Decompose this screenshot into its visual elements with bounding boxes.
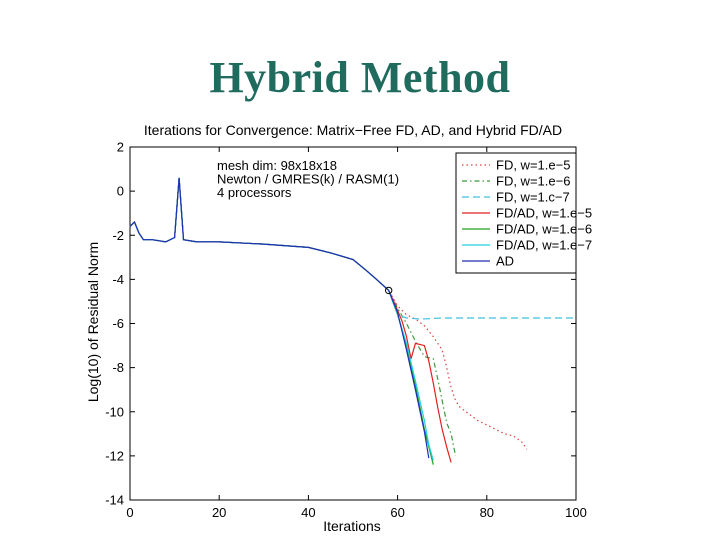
series-line xyxy=(129,177,457,457)
legend: FD, w=1.e−5FD, w=1.e−6FD, w=1.c−7FD/AD, … xyxy=(455,152,592,274)
y-tick-label: -2 xyxy=(112,228,124,243)
legend-label: FD, w=1.c−7 xyxy=(496,190,570,205)
y-tick-label: -12 xyxy=(105,448,124,463)
x-tick-label: 40 xyxy=(301,505,315,520)
annotation-text: Newton / GMRES(k) / RASM(1) xyxy=(217,172,399,187)
legend-label: FD/AD, w=1.e−7 xyxy=(496,238,592,253)
legend-label: FD/AD, w=1.e−5 xyxy=(496,206,592,221)
y-tick-label: -4 xyxy=(112,272,124,287)
series-line xyxy=(129,177,430,459)
x-tick-label: 20 xyxy=(212,505,226,520)
x-tick-label: 100 xyxy=(565,505,587,520)
annotation-text: mesh dim: 98x18x18 xyxy=(217,158,337,173)
legend-label: FD/AD, w=1.e−6 xyxy=(496,222,592,237)
y-tick-label: 0 xyxy=(117,184,124,199)
y-tick-label: -8 xyxy=(112,360,124,375)
annotation-text: 4 processors xyxy=(217,185,292,200)
chart-title: Iterations for Convergence: Matrix−Free … xyxy=(144,122,562,138)
x-axis-label: Iterations xyxy=(323,518,381,534)
marker-point xyxy=(384,286,393,295)
legend-label: FD, w=1.e−6 xyxy=(496,174,570,189)
y-tick-label: -10 xyxy=(105,404,124,419)
series-line xyxy=(129,177,452,463)
x-tick-label: 0 xyxy=(126,505,133,520)
x-tick-label: 60 xyxy=(390,505,404,520)
slide-title: Hybrid Method xyxy=(209,53,511,102)
y-axis-label: Log(10) of Residual Norm xyxy=(85,242,101,402)
y-tick-label: -14 xyxy=(105,493,124,508)
y-tick-label: -6 xyxy=(112,316,124,331)
legend-label: FD, w=1.e−5 xyxy=(496,158,570,173)
legend-label: AD xyxy=(496,254,514,269)
x-tick-label: 80 xyxy=(480,505,494,520)
y-tick-label: 2 xyxy=(117,140,124,155)
